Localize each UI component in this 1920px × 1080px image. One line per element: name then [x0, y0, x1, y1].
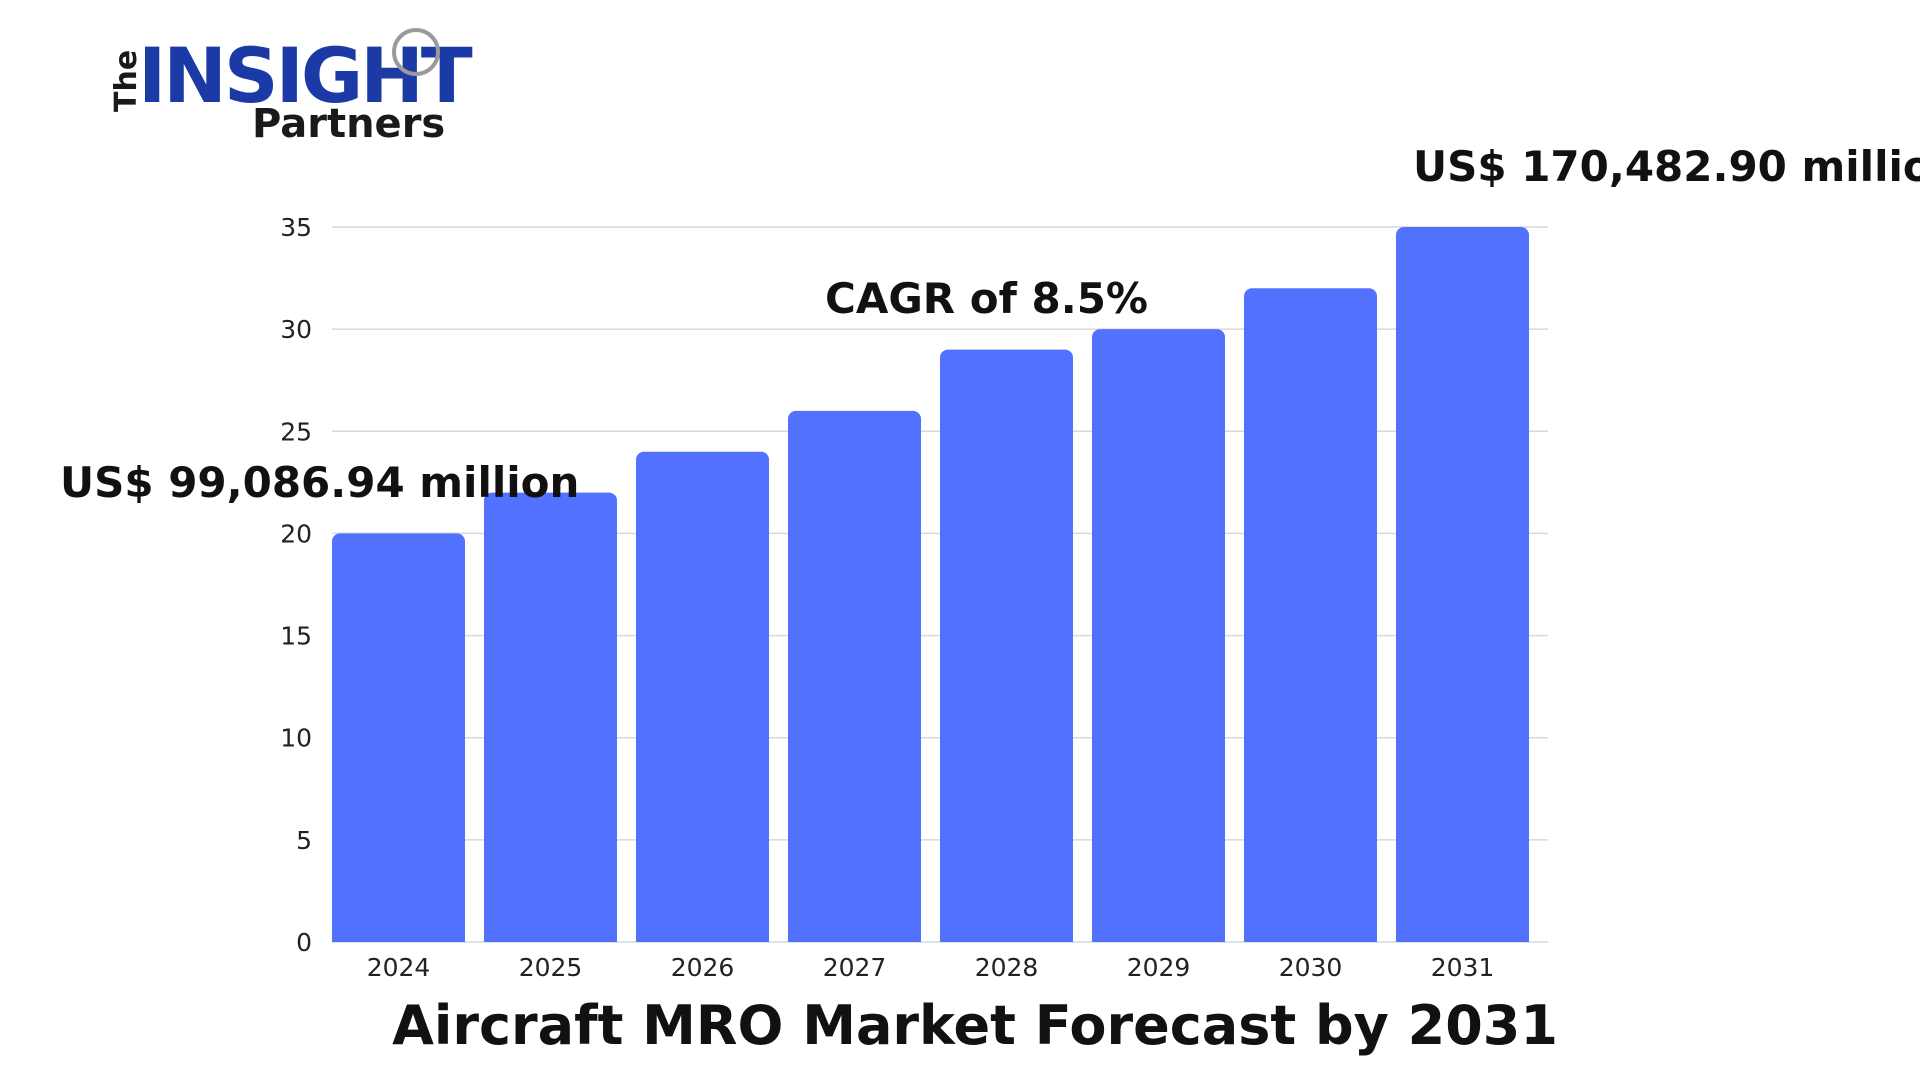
- bar-2024: [332, 533, 465, 942]
- x-tick-label: 2027: [823, 953, 887, 982]
- bar-base-2024: [332, 932, 465, 942]
- chart-title: Aircraft MRO Market Forecast by 2031: [392, 994, 1558, 1057]
- y-tick-label: 25: [280, 417, 312, 446]
- bar-2029: [1092, 329, 1225, 943]
- bar-base-2028: [940, 932, 1073, 942]
- bar-base-2027: [788, 932, 921, 942]
- bar-2025: [484, 492, 617, 942]
- logo-suffix-text: Partners: [252, 101, 445, 147]
- y-tick-label: 5: [296, 826, 312, 855]
- bar-base-2030: [1244, 932, 1377, 942]
- bar-2026: [636, 451, 769, 942]
- logo-prefix-text: The: [109, 50, 144, 112]
- y-tick-label: 15: [280, 622, 312, 651]
- cagr-annotation: CAGR of 8.5%: [825, 274, 1148, 323]
- x-tick-label: 2025: [519, 953, 583, 982]
- bar-base-2031: [1396, 932, 1529, 942]
- x-tick-label: 2028: [975, 953, 1039, 982]
- bar-base-2025: [484, 932, 617, 942]
- bar-2028: [940, 349, 1073, 943]
- bar-base-2029: [1092, 932, 1225, 942]
- y-tick-label: 20: [280, 519, 312, 548]
- bar-2031: [1396, 227, 1529, 942]
- start-value-annotation: US$ 99,086.94 million: [60, 458, 579, 507]
- company-logo: The INSIGHT Partners: [109, 28, 476, 147]
- y-tick-label: 0: [296, 928, 312, 957]
- x-tick-label: 2029: [1127, 953, 1191, 982]
- logo-magnifier-icon: [392, 28, 440, 76]
- y-tick-label: 35: [280, 213, 312, 242]
- x-axis-tick-labels: 2024 2025 2026 2027 2028 2029 2030 2031: [367, 953, 1495, 982]
- bars: [332, 227, 1529, 943]
- y-tick-label: 10: [280, 724, 312, 753]
- x-tick-label: 2026: [671, 953, 735, 982]
- y-axis-tick-labels: 0 5 10 15 20 25 30 35: [280, 213, 312, 957]
- x-tick-label: 2024: [367, 953, 431, 982]
- x-tick-label: 2031: [1431, 953, 1495, 982]
- y-tick-label: 30: [280, 315, 312, 344]
- bar-base-2026: [636, 932, 769, 942]
- bar-2030: [1244, 288, 1377, 942]
- end-value-annotation: US$ 170,482.90 million: [1413, 142, 1920, 191]
- bar-2027: [788, 410, 921, 942]
- x-tick-label: 2030: [1279, 953, 1343, 982]
